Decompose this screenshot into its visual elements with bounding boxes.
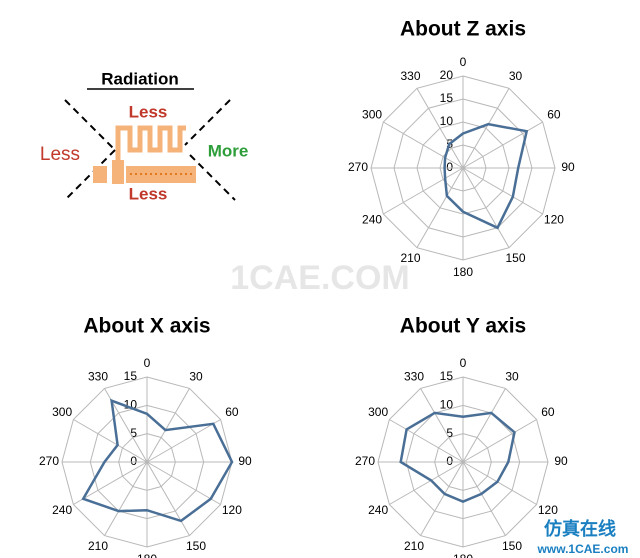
spoke	[389, 461, 464, 505]
category-label: 210	[404, 539, 424, 553]
category-label: 120	[544, 213, 564, 227]
y-tick-label: 0	[130, 454, 137, 468]
spoke	[146, 388, 190, 463]
category-label: 150	[505, 251, 525, 265]
category-label: 0	[460, 356, 467, 370]
spoke	[416, 88, 464, 169]
category-label: 240	[368, 503, 388, 517]
spoke	[462, 167, 510, 248]
spoke	[462, 419, 537, 463]
dash-line	[184, 99, 231, 146]
category-label: 60	[547, 108, 561, 122]
y-tick-label: 5	[130, 426, 137, 440]
spoke	[383, 121, 464, 169]
category-label: 30	[509, 69, 523, 83]
category-label: 180	[137, 552, 157, 558]
spoke	[420, 388, 464, 463]
spoke	[462, 388, 506, 463]
category-label: 210	[400, 251, 420, 265]
watermark: 1CAE.COM	[230, 259, 409, 297]
y-tick-label: 10	[440, 114, 454, 128]
y-tick-label: 5	[446, 426, 453, 440]
y-tick-label: 0	[446, 454, 453, 468]
spoke	[420, 461, 464, 536]
spoke	[416, 167, 464, 248]
category-label: 150	[186, 539, 206, 553]
category-label: 330	[88, 369, 108, 383]
label-top: Less	[129, 102, 168, 121]
footer-brand: 仿真在线	[544, 518, 616, 539]
y-tick-label: 0	[446, 160, 453, 174]
category-label: 240	[52, 503, 72, 517]
radiation-diagram: Radiation Less Less More Less	[40, 69, 248, 203]
category-label: 60	[225, 405, 239, 419]
spoke	[389, 419, 464, 463]
radar-line	[443, 122, 529, 230]
y-tick-label: 15	[124, 369, 138, 383]
category-label: 300	[362, 108, 382, 122]
spoke	[462, 121, 543, 169]
category-label: 270	[39, 454, 59, 468]
spoke	[383, 167, 464, 215]
category-label: 120	[222, 503, 242, 517]
category-label: 0	[144, 356, 151, 370]
y-tick-label: 15	[440, 369, 454, 383]
category-label: 30	[505, 369, 519, 383]
spoke	[73, 461, 148, 505]
category-label: 240	[362, 213, 382, 227]
y-tick-label: 15	[440, 91, 454, 105]
dash-line	[64, 99, 116, 151]
category-label: 150	[502, 539, 522, 553]
antenna-feed	[112, 160, 124, 184]
spoke	[104, 461, 148, 536]
label-bottom: Less	[129, 184, 168, 203]
y-tick-label: 20	[440, 68, 454, 82]
spoke	[73, 419, 148, 463]
category-label: 30	[189, 369, 203, 383]
spoke	[146, 461, 221, 505]
category-label: 210	[88, 539, 108, 553]
chart-title: About Y axis	[400, 315, 526, 338]
spoke	[462, 461, 506, 536]
spoke	[146, 461, 190, 536]
category-label: 0	[460, 55, 467, 69]
category-label: 180	[453, 552, 473, 558]
label-left: Less	[40, 144, 80, 165]
category-label: 330	[400, 69, 420, 83]
category-label: 300	[52, 405, 72, 419]
antenna-meander	[115, 125, 186, 160]
dash-line	[189, 154, 236, 201]
spoke	[146, 419, 221, 463]
category-label: 300	[368, 405, 388, 419]
category-label: 270	[348, 160, 368, 174]
category-label: 330	[404, 369, 424, 383]
category-label: 120	[538, 503, 558, 517]
y-tick-label: 10	[440, 398, 454, 412]
category-label: 90	[554, 454, 568, 468]
category-label: 90	[561, 160, 575, 174]
label-right: More	[208, 141, 249, 160]
spoke	[462, 461, 537, 505]
category-label: 180	[453, 265, 473, 279]
chart-title: About X axis	[83, 315, 210, 338]
footer-url: www.1CAE.com	[537, 542, 629, 556]
spoke	[462, 167, 543, 215]
category-label: 270	[355, 454, 375, 468]
radar-line	[399, 411, 516, 504]
spoke	[462, 88, 510, 169]
category-label: 90	[238, 454, 252, 468]
diagram-title: Radiation	[101, 69, 178, 88]
chart-title: About Z axis	[400, 18, 526, 41]
antenna-feed	[93, 166, 107, 183]
radar-line	[81, 398, 234, 523]
category-label: 60	[541, 405, 555, 419]
